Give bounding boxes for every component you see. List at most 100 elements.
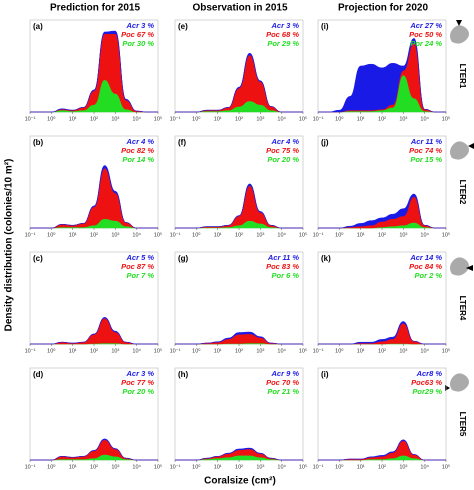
x-tick-label: 10¹ xyxy=(357,232,365,238)
legend-entry: Poc 77 % xyxy=(121,378,154,387)
legend-entry: Poc 84 % xyxy=(409,262,442,271)
x-tick-label: 10⁰ xyxy=(192,463,201,470)
panel-label: (j) xyxy=(321,138,329,147)
x-tick-label: 10⁴ xyxy=(277,231,286,238)
panel-label: (b) xyxy=(33,138,44,147)
legend-entry: Acr 11 % xyxy=(410,137,442,146)
legend-entry: Por 6 % xyxy=(271,271,299,280)
legend-entry: Poc 70 % xyxy=(266,378,299,387)
panel: 10⁻¹ 10⁰ 10¹ 10² 10³ 10⁴ 10⁵ (e) Acr 3 %Poc 68 %… xyxy=(170,19,307,122)
density-area xyxy=(174,333,304,345)
density-area xyxy=(174,455,304,461)
site-icons xyxy=(445,20,474,392)
legend-entry: Acr 14 % xyxy=(409,253,442,262)
x-tick-label: 10¹ xyxy=(214,116,222,122)
x-tick-label: 10⁰ xyxy=(47,347,56,354)
legend-entry: Por 7 % xyxy=(126,271,154,280)
x-tick-label: 10⁰ xyxy=(335,463,344,470)
island-icon xyxy=(450,257,469,276)
x-tick-label: 10¹ xyxy=(69,464,77,470)
x-tick-label: 10⁵ xyxy=(154,347,162,354)
legend-entry: Acr8 % xyxy=(416,369,443,378)
x-tick-label: 10⁰ xyxy=(192,231,201,238)
legend-entry: Acr 9 % xyxy=(270,369,299,378)
panel: 10⁻¹ 10⁰ 10¹ 10² 10³ 10⁴ 10⁵ (f) Acr 4 %Poc 75 %… xyxy=(170,135,307,238)
x-tick-label: 10⁰ xyxy=(192,347,201,354)
x-tick-label: 10⁵ xyxy=(299,231,307,238)
x-tick-label: 10⁵ xyxy=(154,115,162,122)
x-tick-label: 10³ xyxy=(256,116,264,122)
legend-entry: Por 15 % xyxy=(410,155,442,164)
x-tick-label: 10⁻¹ xyxy=(170,116,181,122)
x-tick-label: 10¹ xyxy=(214,232,222,238)
density-area xyxy=(30,165,158,229)
density-area xyxy=(29,317,159,345)
x-tick-label: 10¹ xyxy=(69,116,77,122)
legend-entry: Poc 87 % xyxy=(121,262,154,271)
x-tick-label: 10⁰ xyxy=(47,463,56,470)
panel: 10⁻¹ 10⁰ 10¹ 10² 10³ 10⁴ 10⁵ (h) Acr 9 %Poc 70 %… xyxy=(170,367,307,470)
panel: 10⁻¹ 10⁰ 10¹ 10² 10³ 10⁴ 10⁵ (a) Acr 3 %Poc 67 %… xyxy=(25,19,162,122)
x-tick-label: 10⁰ xyxy=(335,231,344,238)
legend-entry: Acr 4 % xyxy=(125,137,154,146)
density-area xyxy=(30,30,158,113)
x-tick-label: 10⁻¹ xyxy=(313,464,324,470)
legend-entry: Por 21 % xyxy=(267,387,299,396)
x-tick-label: 10⁴ xyxy=(132,347,141,354)
site-marker xyxy=(466,265,473,271)
x-tick-label: 10² xyxy=(235,232,243,238)
x-tick-label: 10⁴ xyxy=(420,231,429,238)
x-tick-label: 10² xyxy=(90,464,98,470)
site-marker xyxy=(468,143,474,149)
x-tick-label: 10⁴ xyxy=(277,115,286,122)
x-tick-label: 10³ xyxy=(111,116,119,122)
legend-entry: Por 30 % xyxy=(122,39,154,48)
panel: 10⁻¹ 10⁰ 10¹ 10² 10³ 10⁴ 10⁵ (i) Acr 27 %Poc 50 … xyxy=(313,19,450,122)
legend-entry: Poc 50 % xyxy=(409,30,442,39)
panel-label: (a) xyxy=(33,22,43,31)
legend-entry: Poc 74 % xyxy=(409,146,442,155)
density-area xyxy=(30,167,158,229)
panel: 10⁻¹ 10⁰ 10¹ 10² 10³ 10⁴ 10⁵ (j) Acr 11 %Poc 74 … xyxy=(313,135,450,238)
panel-label: (e) xyxy=(178,22,188,31)
y-axis-label: Density distribution (colonies/10 m²) xyxy=(4,159,15,332)
legend-entry: Acr 11 % xyxy=(267,253,299,262)
x-tick-label: 10⁰ xyxy=(335,115,344,122)
column-title: Projection for 2020 xyxy=(338,3,428,14)
x-tick-label: 10⁴ xyxy=(132,231,141,238)
x-tick-label: 10¹ xyxy=(214,464,222,470)
density-area xyxy=(175,52,303,113)
x-tick-label: 10² xyxy=(90,116,98,122)
legend-entry: Por 24 % xyxy=(410,39,442,48)
x-tick-label: 10⁴ xyxy=(132,463,141,470)
panel-label: (d) xyxy=(33,370,44,379)
x-tick-label: 10⁵ xyxy=(154,463,162,470)
x-tick-label: 10² xyxy=(235,464,243,470)
legend-entry: Poc 83 % xyxy=(266,262,299,271)
x-tick-label: 10⁰ xyxy=(47,231,56,238)
legend-entry: Acr 5 % xyxy=(125,253,154,262)
x-tick-label: 10⁵ xyxy=(442,463,450,470)
legend-entry: Por 20 % xyxy=(122,387,154,396)
x-tick-label: 10² xyxy=(378,232,386,238)
legend-entry: Por29 % xyxy=(412,387,442,396)
legend-entry: Poc63 % xyxy=(411,378,442,387)
x-tick-label: 10⁵ xyxy=(299,463,307,470)
x-tick-label: 10² xyxy=(90,232,98,238)
panel: 10⁻¹ 10⁰ 10¹ 10² 10³ 10⁴ 10⁵ (g) Acr 11 %Poc 83 … xyxy=(170,251,307,354)
x-tick-label: 10⁵ xyxy=(299,347,307,354)
panel: 10⁻¹ 10⁰ 10¹ 10² 10³ 10⁴ 10⁵ (d) Acr 3 %Poc 77 %… xyxy=(25,367,162,470)
legend-entry: Por 29 % xyxy=(267,39,299,48)
x-tick-label: 10⁻¹ xyxy=(313,232,324,238)
x-tick-label: 10⁴ xyxy=(420,347,429,354)
density-area xyxy=(318,38,446,113)
x-tick-label: 10⁵ xyxy=(299,115,307,122)
panel-label: (f) xyxy=(178,138,186,147)
legend-entry: Acr 3 % xyxy=(125,21,154,30)
density-area xyxy=(29,439,159,461)
x-tick-label: 10⁻¹ xyxy=(313,348,324,354)
x-tick-label: 10³ xyxy=(111,232,119,238)
x-tick-label: 10⁰ xyxy=(335,347,344,354)
x-tick-label: 10⁴ xyxy=(277,347,286,354)
